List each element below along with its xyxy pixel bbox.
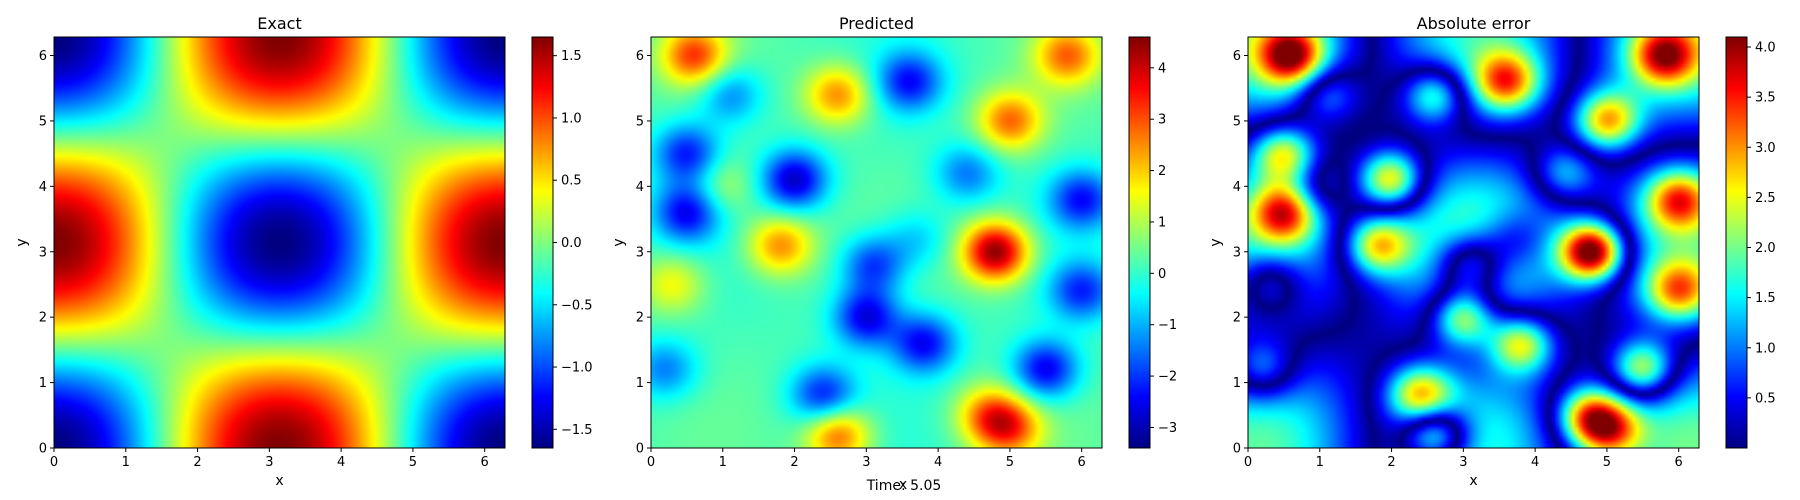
- colorbar-tick-label: 1.0: [1755, 341, 1776, 356]
- colorbar: [1128, 36, 1151, 449]
- time-label: Time: 5.05: [866, 478, 942, 494]
- panel-title: Absolute error: [1417, 14, 1531, 33]
- y-tick-label: 6: [39, 49, 47, 64]
- y-axis-label: y: [1208, 238, 1224, 246]
- colorbar-tick-label: 1.5: [561, 49, 582, 64]
- colorbar-tick-label: −0.5: [561, 298, 593, 313]
- x-tick-label: 4: [337, 455, 345, 470]
- x-tick-label: 3: [1459, 455, 1467, 470]
- x-tick-label: 3: [862, 455, 870, 470]
- colorbar-tick-label: 1.0: [561, 111, 582, 126]
- colorbar-tick-label: −1: [1158, 318, 1177, 333]
- heatmap-image: [54, 37, 505, 448]
- y-tick-label: 4: [636, 180, 644, 195]
- colorbar-tick-label: −1.5: [561, 423, 593, 438]
- x-tick-label: 3: [265, 455, 273, 470]
- panel-title: Predicted: [839, 14, 914, 33]
- x-tick-label: 1: [122, 455, 130, 470]
- y-tick-label: 3: [1233, 245, 1241, 260]
- y-tick-label: 1: [39, 376, 47, 391]
- x-axis-label: x: [275, 473, 283, 489]
- colorbar-tick-label: 1: [1158, 215, 1166, 230]
- y-tick-label: 0: [636, 442, 644, 457]
- colorbar: [1725, 36, 1748, 449]
- y-tick-label: 5: [636, 114, 644, 129]
- colorbar-tick-label: 0: [1158, 267, 1166, 282]
- x-tick-label: 5: [1603, 455, 1611, 470]
- x-tick-label: 2: [1387, 455, 1395, 470]
- x-tick-label: 6: [481, 455, 489, 470]
- x-tick-label: 1: [719, 455, 727, 470]
- heatmap-image: [1248, 37, 1699, 448]
- colorbar-tick-label: 0.0: [561, 236, 582, 251]
- x-tick-label: 2: [790, 455, 798, 470]
- colorbar-tick-label: −2: [1158, 370, 1177, 385]
- x-tick-label: 5: [1006, 455, 1014, 470]
- x-tick-label: 0: [1244, 455, 1252, 470]
- y-tick-label: 0: [1233, 442, 1241, 457]
- x-tick-label: 0: [50, 455, 58, 470]
- colorbar-tick-label: 2: [1158, 164, 1166, 179]
- colorbar-tick-label: 4: [1158, 61, 1166, 76]
- y-tick-label: 2: [39, 311, 47, 326]
- y-tick-label: 5: [39, 114, 47, 129]
- colorbar-tick-label: 1.5: [1755, 291, 1776, 306]
- panel-3: Absolute error 0 1 2 3 4 5 6 0 1 2 3 4 5 6 x y 0.5 1.0 1.5 2…: [1208, 14, 1776, 489]
- y-tick-label: 5: [1233, 114, 1241, 129]
- colorbar-tick-label: −1.0: [561, 361, 593, 376]
- y-tick-label: 4: [1233, 180, 1241, 195]
- y-tick-label: 6: [1233, 49, 1241, 64]
- colorbar-tick-label: 0.5: [561, 174, 582, 189]
- colorbar-tick-label: 3.0: [1755, 141, 1776, 156]
- heatmap-image: [651, 37, 1102, 448]
- colorbar-tick-label: 3.5: [1755, 91, 1776, 106]
- plot-frame: [53, 36, 506, 449]
- colorbar-tick-label: 0.5: [1755, 391, 1776, 406]
- y-tick-label: 3: [39, 245, 47, 260]
- y-tick-label: 6: [636, 49, 644, 64]
- colorbar-tick-label: 4.0: [1755, 41, 1776, 56]
- y-tick-label: 4: [39, 180, 47, 195]
- panel-title: Exact: [257, 14, 301, 33]
- y-tick-label: 3: [636, 245, 644, 260]
- x-tick-label: 4: [1531, 455, 1539, 470]
- x-tick-label: 5: [409, 455, 417, 470]
- x-tick-label: 0: [647, 455, 655, 470]
- plot-frame: [1247, 36, 1700, 449]
- colorbar: [531, 36, 554, 449]
- y-tick-label: 1: [1233, 376, 1241, 391]
- x-tick-label: 6: [1078, 455, 1086, 470]
- panel-2: Predicted 0 1 2 3 4 5 6 0 1 2 3 4 5 6 y −3 −2 −1 0 1 2 3 4: [611, 14, 1177, 470]
- middle-x-label-overlap: x: [899, 477, 907, 493]
- x-tick-label: 1: [1316, 455, 1324, 470]
- y-tick-label: 2: [636, 311, 644, 326]
- x-tick-label: 6: [1675, 455, 1683, 470]
- colorbar-tick-label: −3: [1158, 421, 1177, 436]
- y-tick-label: 1: [636, 376, 644, 391]
- x-tick-label: 4: [934, 455, 942, 470]
- colorbar-tick-label: 2.0: [1755, 241, 1776, 256]
- y-axis-label: y: [14, 238, 30, 246]
- x-axis-label: x: [1469, 473, 1477, 489]
- panel-1: Exact 0 1 2 3 4 5 6 0 1 2 3 4 5 6 x y −1.5 −1.0 −0.5 0.0 0.5 1…: [14, 14, 593, 489]
- y-axis-label: y: [611, 238, 627, 246]
- colorbar-tick-label: 2.5: [1755, 191, 1776, 206]
- colorbar-tick-label: 3: [1158, 113, 1166, 128]
- plot-frame: [650, 36, 1103, 449]
- x-tick-label: 2: [193, 455, 201, 470]
- y-tick-label: 0: [39, 442, 47, 457]
- y-tick-label: 2: [1233, 311, 1241, 326]
